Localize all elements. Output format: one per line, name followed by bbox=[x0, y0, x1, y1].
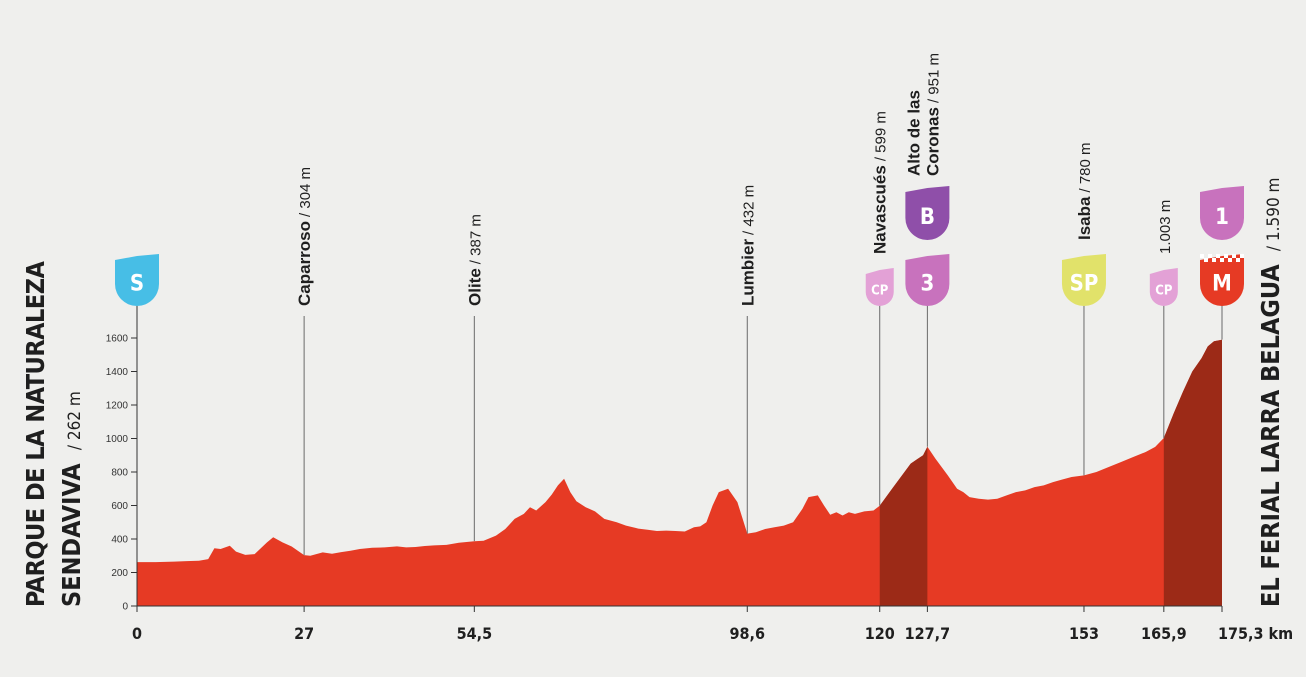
waypoint-name: Caparroso bbox=[295, 221, 314, 306]
waypoint-badge-shape bbox=[1061, 254, 1106, 306]
waypoint-altitude: / 432 m bbox=[740, 185, 757, 235]
waypoint-badge-text: S bbox=[130, 271, 144, 296]
waypoint-badge-text: CP bbox=[871, 284, 889, 299]
y-tick-label: 1400 bbox=[106, 367, 129, 378]
checkered-square bbox=[1212, 258, 1216, 262]
checkered-square bbox=[1240, 254, 1244, 258]
y-tick-label: 200 bbox=[111, 568, 128, 579]
x-tick-label: 54,5 bbox=[457, 624, 493, 643]
waypoint-label-group: 1.003 m bbox=[1157, 200, 1174, 254]
waypoint-name: Navascués bbox=[871, 165, 890, 254]
x-tick-label: 153 bbox=[1069, 624, 1099, 643]
y-tick-label: 800 bbox=[111, 468, 128, 479]
x-tick-label: 175,3 km bbox=[1218, 624, 1293, 643]
x-tick-label: 120 bbox=[865, 624, 895, 643]
waypoint-badge-shape bbox=[1200, 254, 1244, 306]
waypoint-badge-secondary-shape bbox=[905, 186, 950, 240]
waypoint-guide-layer bbox=[136, 302, 1223, 556]
waypoint-badge-text: CP bbox=[1155, 284, 1173, 299]
waypoint-altitude: / 599 m bbox=[873, 111, 890, 161]
y-tick-label: 0 bbox=[122, 602, 128, 613]
waypoint-badge-secondary: B bbox=[905, 186, 950, 240]
x-tick-label: 127,7 bbox=[905, 624, 951, 643]
checkered-square bbox=[1204, 258, 1208, 262]
waypoint-altitude: / 780 m bbox=[1077, 142, 1094, 192]
waypoint-label-group: Caparroso / 304 m bbox=[295, 167, 314, 306]
waypoint-altitude: / 304 m bbox=[297, 167, 314, 217]
waypoint-badge-secondary: 1 bbox=[1200, 186, 1244, 240]
waypoint-badge: 3 bbox=[905, 254, 950, 306]
x-tick-label: 27 bbox=[294, 624, 314, 643]
checkered-square bbox=[1208, 254, 1212, 258]
waypoint-badge-shape bbox=[1149, 268, 1178, 306]
profile-area bbox=[137, 339, 1222, 606]
waypoint-badge: M bbox=[1200, 254, 1244, 306]
x-tick-label: 98,6 bbox=[730, 624, 766, 643]
waypoint-name-line2: Coronas bbox=[923, 107, 942, 176]
waypoint-badge: SP bbox=[1061, 254, 1106, 306]
waypoint-badge-shape bbox=[115, 254, 159, 306]
start-name-group: SENDAVIVA / 262 m bbox=[57, 391, 86, 607]
waypoint-badge-secondary-text: B bbox=[920, 205, 935, 230]
waypoint-name: Isaba bbox=[1075, 196, 1094, 240]
waypoint-label-group: Isaba / 780 m bbox=[1075, 142, 1094, 240]
y-tick-label: 600 bbox=[111, 501, 128, 512]
checkered-square bbox=[1224, 254, 1228, 258]
waypoint-altitude: / 951 m bbox=[925, 53, 942, 103]
finish-altitude: / 1.590 m bbox=[1264, 178, 1284, 252]
waypoint-altitude: 1.003 m bbox=[1157, 200, 1174, 254]
waypoint-badge-shape bbox=[865, 268, 894, 306]
y-tick-label: 1600 bbox=[106, 334, 129, 345]
waypoint-badge: CP bbox=[865, 268, 894, 306]
y-tick-label: 400 bbox=[111, 535, 128, 546]
start-name-line1: PARQUE DE LA NATURALEZA bbox=[21, 260, 50, 607]
waypoint-badge-secondary-text: 1 bbox=[1215, 205, 1229, 230]
y-tick-label: 1000 bbox=[106, 434, 129, 445]
label-layer: Caparroso / 304 m Olite / 387 m Lumbier / 432… bbox=[295, 53, 1174, 306]
y-tick-label: 1200 bbox=[106, 401, 129, 412]
waypoint-badge: CP bbox=[1149, 268, 1178, 306]
waypoint-badge-text: 3 bbox=[920, 271, 934, 296]
x-tick-label: 165,9 bbox=[1141, 624, 1187, 643]
checkered-square bbox=[1220, 258, 1224, 262]
finish-name: EL FERIAL LARRA BELAGUA bbox=[1256, 264, 1285, 607]
finish-name-group: EL FERIAL LARRA BELAGUA / 1.590 m bbox=[1256, 178, 1285, 607]
checkered-square bbox=[1216, 254, 1220, 258]
waypoint-name-group: Coronas / 951 m bbox=[923, 53, 942, 176]
start-name-line2: SENDAVIVA bbox=[57, 463, 86, 607]
waypoint-name: Lumbier bbox=[738, 239, 757, 306]
climb-segment-2 bbox=[1163, 339, 1222, 606]
checkered-square bbox=[1236, 258, 1240, 262]
waypoint-label-group: Navascués / 599 m bbox=[871, 111, 890, 254]
climb-segment-1 bbox=[879, 446, 928, 606]
waypoint-badge-secondary-shape bbox=[1200, 186, 1244, 240]
axis-layer: 0 200 400 600 800 1000 1200 1400 1600 0 27 54,5 98,6… bbox=[106, 305, 1293, 643]
waypoint-badge-shape bbox=[905, 254, 950, 306]
waypoint-label-group: Lumbier / 432 m bbox=[738, 185, 757, 306]
checkered-square bbox=[1232, 254, 1236, 258]
profile-area-layer bbox=[137, 339, 1222, 606]
waypoint-badge-layer: S CP 3 B SP CP M 1 bbox=[115, 186, 1244, 306]
waypoint-badge-text: M bbox=[1212, 271, 1232, 296]
start-altitude: / 262 m bbox=[65, 391, 85, 450]
waypoint-name: Alto de las bbox=[904, 90, 923, 176]
waypoint-name: Olite bbox=[465, 268, 484, 306]
x-tick-label: 0 bbox=[132, 624, 142, 643]
waypoint-badge-text: SP bbox=[1070, 271, 1099, 296]
checkered-square bbox=[1228, 258, 1232, 262]
waypoint-altitude: / 387 m bbox=[467, 214, 484, 264]
checkered-square bbox=[1200, 254, 1204, 258]
waypoint-label-group: Olite / 387 m bbox=[465, 214, 484, 306]
waypoint-badge: S bbox=[115, 254, 159, 306]
